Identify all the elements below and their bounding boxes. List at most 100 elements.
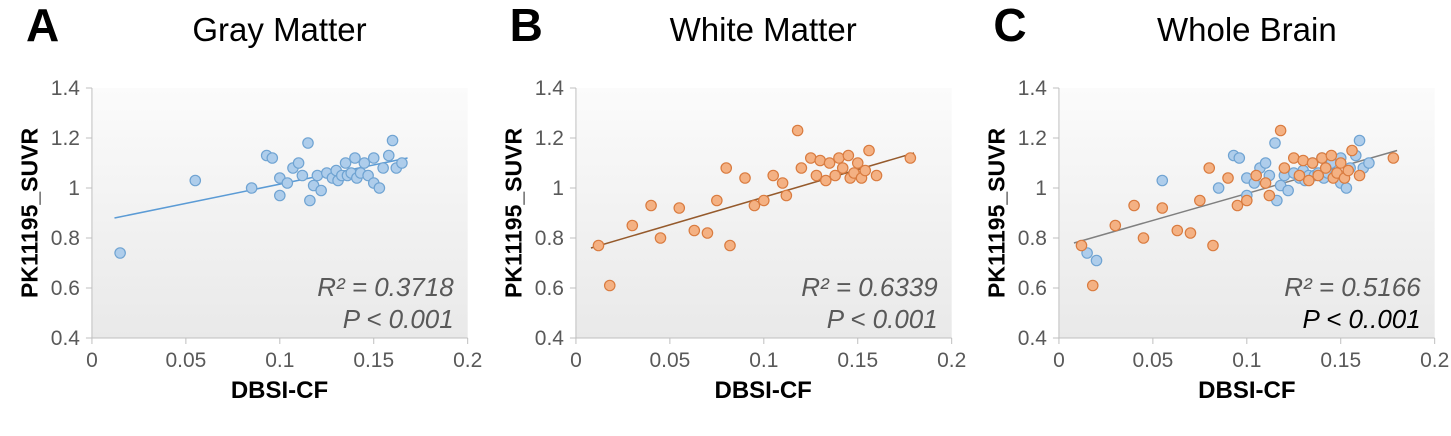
panel-letter-b: B — [509, 0, 543, 51]
data-point — [720, 162, 732, 174]
data-point — [1325, 149, 1338, 162]
stat-annotation: P < 0.001 — [826, 304, 937, 334]
svg-text:0.05: 0.05 — [165, 349, 206, 372]
svg-text:0.4: 0.4 — [1018, 327, 1047, 350]
svg-text:0.8: 0.8 — [534, 227, 563, 250]
data-point — [842, 149, 854, 162]
axes — [85, 87, 469, 344]
data-point — [358, 157, 371, 169]
data-point — [304, 194, 316, 207]
data-point — [1335, 157, 1347, 169]
data-point — [748, 199, 760, 212]
data-point — [1222, 172, 1235, 184]
data-point — [1278, 162, 1291, 174]
tick-labels: 0 0.05 0.1 0.15 0.2 0.4 0.6 0.8 1 1.2 1.4 — [51, 77, 482, 372]
svg-text:0.15: 0.15 — [1321, 349, 1362, 372]
data-point — [266, 152, 279, 164]
data-point — [1203, 162, 1216, 174]
svg-text:1.2: 1.2 — [534, 127, 563, 150]
data-point — [723, 239, 736, 252]
data-point — [592, 239, 604, 252]
data-point — [644, 199, 657, 212]
data-point — [114, 247, 126, 259]
data-point — [832, 152, 845, 164]
data-point — [823, 157, 836, 169]
data-point — [1207, 239, 1220, 252]
axes — [1053, 87, 1436, 344]
data-point — [1171, 224, 1184, 237]
panel-gray-matter: A Gray Matter PK11195_SUVR 0 0.05 0.1 0.15 0… — [0, 0, 484, 436]
svg-text:0.05: 0.05 — [649, 349, 690, 372]
stat-annotation: P < 0.001 — [343, 304, 454, 334]
data-point — [1275, 124, 1287, 137]
svg-text:1: 1 — [68, 177, 80, 200]
data-point — [1354, 134, 1366, 147]
data-point — [382, 149, 395, 162]
data-point — [626, 219, 638, 232]
data-point — [302, 137, 314, 149]
svg-text:1: 1 — [552, 177, 564, 200]
panel-white-matter: B White Matter PK11195_SUVR 0 0.05 0.1 0.15… — [484, 0, 968, 436]
data-point — [1250, 169, 1263, 182]
data-point — [349, 152, 361, 164]
svg-text:0.1: 0.1 — [749, 349, 778, 372]
data-point — [367, 152, 380, 164]
x-axis-label: DBSI-CF — [230, 377, 329, 404]
scatter-plot-gray-matter: 0 0.05 0.1 0.15 0.2 0.4 0.6 0.8 1 1.2 1.4 R² = 0.37… — [51, 77, 482, 372]
data-point — [795, 162, 807, 174]
data-point — [819, 174, 832, 187]
svg-text:0.8: 0.8 — [1018, 227, 1047, 250]
data-point — [1109, 219, 1122, 232]
data-point — [1184, 227, 1197, 239]
data-point — [1213, 182, 1225, 194]
data-point — [296, 169, 309, 182]
scatter-plot-white-matter: 0 0.05 0.1 0.15 0.2 0.4 0.6 0.8 1 1.2 1.4 R² = 0.63… — [534, 77, 965, 372]
plot-area — [91, 88, 468, 338]
data-point — [377, 162, 389, 174]
data-point — [791, 124, 804, 137]
data-point — [1288, 152, 1300, 164]
panel-title-gray-matter: Gray Matter — [192, 11, 367, 48]
data-point — [757, 194, 770, 207]
data-point — [870, 169, 883, 182]
svg-text:0.1: 0.1 — [1233, 349, 1262, 372]
svg-text:0.2: 0.2 — [1420, 349, 1449, 372]
data-point — [1346, 144, 1359, 157]
data-point — [281, 177, 294, 189]
svg-text:0.2: 0.2 — [453, 349, 482, 372]
panel-title-whole-brain: Whole Brain — [1156, 11, 1337, 48]
x-axis-label: DBSI-CF — [1198, 377, 1296, 404]
data-point — [1282, 184, 1295, 197]
data-point — [776, 177, 789, 189]
data-point — [701, 227, 713, 239]
data-point — [1342, 164, 1355, 177]
data-point — [1293, 169, 1306, 182]
data-point — [1156, 174, 1169, 187]
data-point — [373, 182, 386, 194]
data-point — [1128, 199, 1141, 212]
data-point — [386, 134, 399, 147]
tick-labels: 0 0.05 0.1 0.15 0.2 0.4 0.6 0.8 1 1.2 1.4 — [1018, 77, 1449, 372]
svg-text:0.4: 0.4 — [534, 327, 563, 350]
svg-text:0.15: 0.15 — [353, 349, 394, 372]
svg-text:0.6: 0.6 — [1018, 277, 1047, 300]
data-point — [836, 162, 849, 174]
data-point — [1307, 157, 1319, 169]
data-point — [810, 169, 822, 182]
data-point — [904, 152, 916, 164]
data-point — [738, 172, 751, 184]
data-point — [1091, 254, 1103, 267]
svg-text:0: 0 — [86, 349, 98, 372]
data-point — [1316, 152, 1329, 164]
panel-whole-brain: C Whole Brain PK11195_SUVR 0 0.05 0.1 0.15 0… — [967, 0, 1451, 436]
panel-title-white-matter: White Matter — [669, 11, 857, 48]
data-point — [804, 152, 817, 164]
data-point — [1303, 174, 1315, 187]
series-white-matter — [592, 124, 916, 292]
data-point — [315, 184, 327, 197]
stat-annotation: P < 0..001 — [1303, 304, 1421, 334]
stat-annotation: R² = 0.6339 — [801, 272, 937, 302]
data-point — [1297, 154, 1310, 167]
svg-text:1.4: 1.4 — [534, 77, 563, 100]
